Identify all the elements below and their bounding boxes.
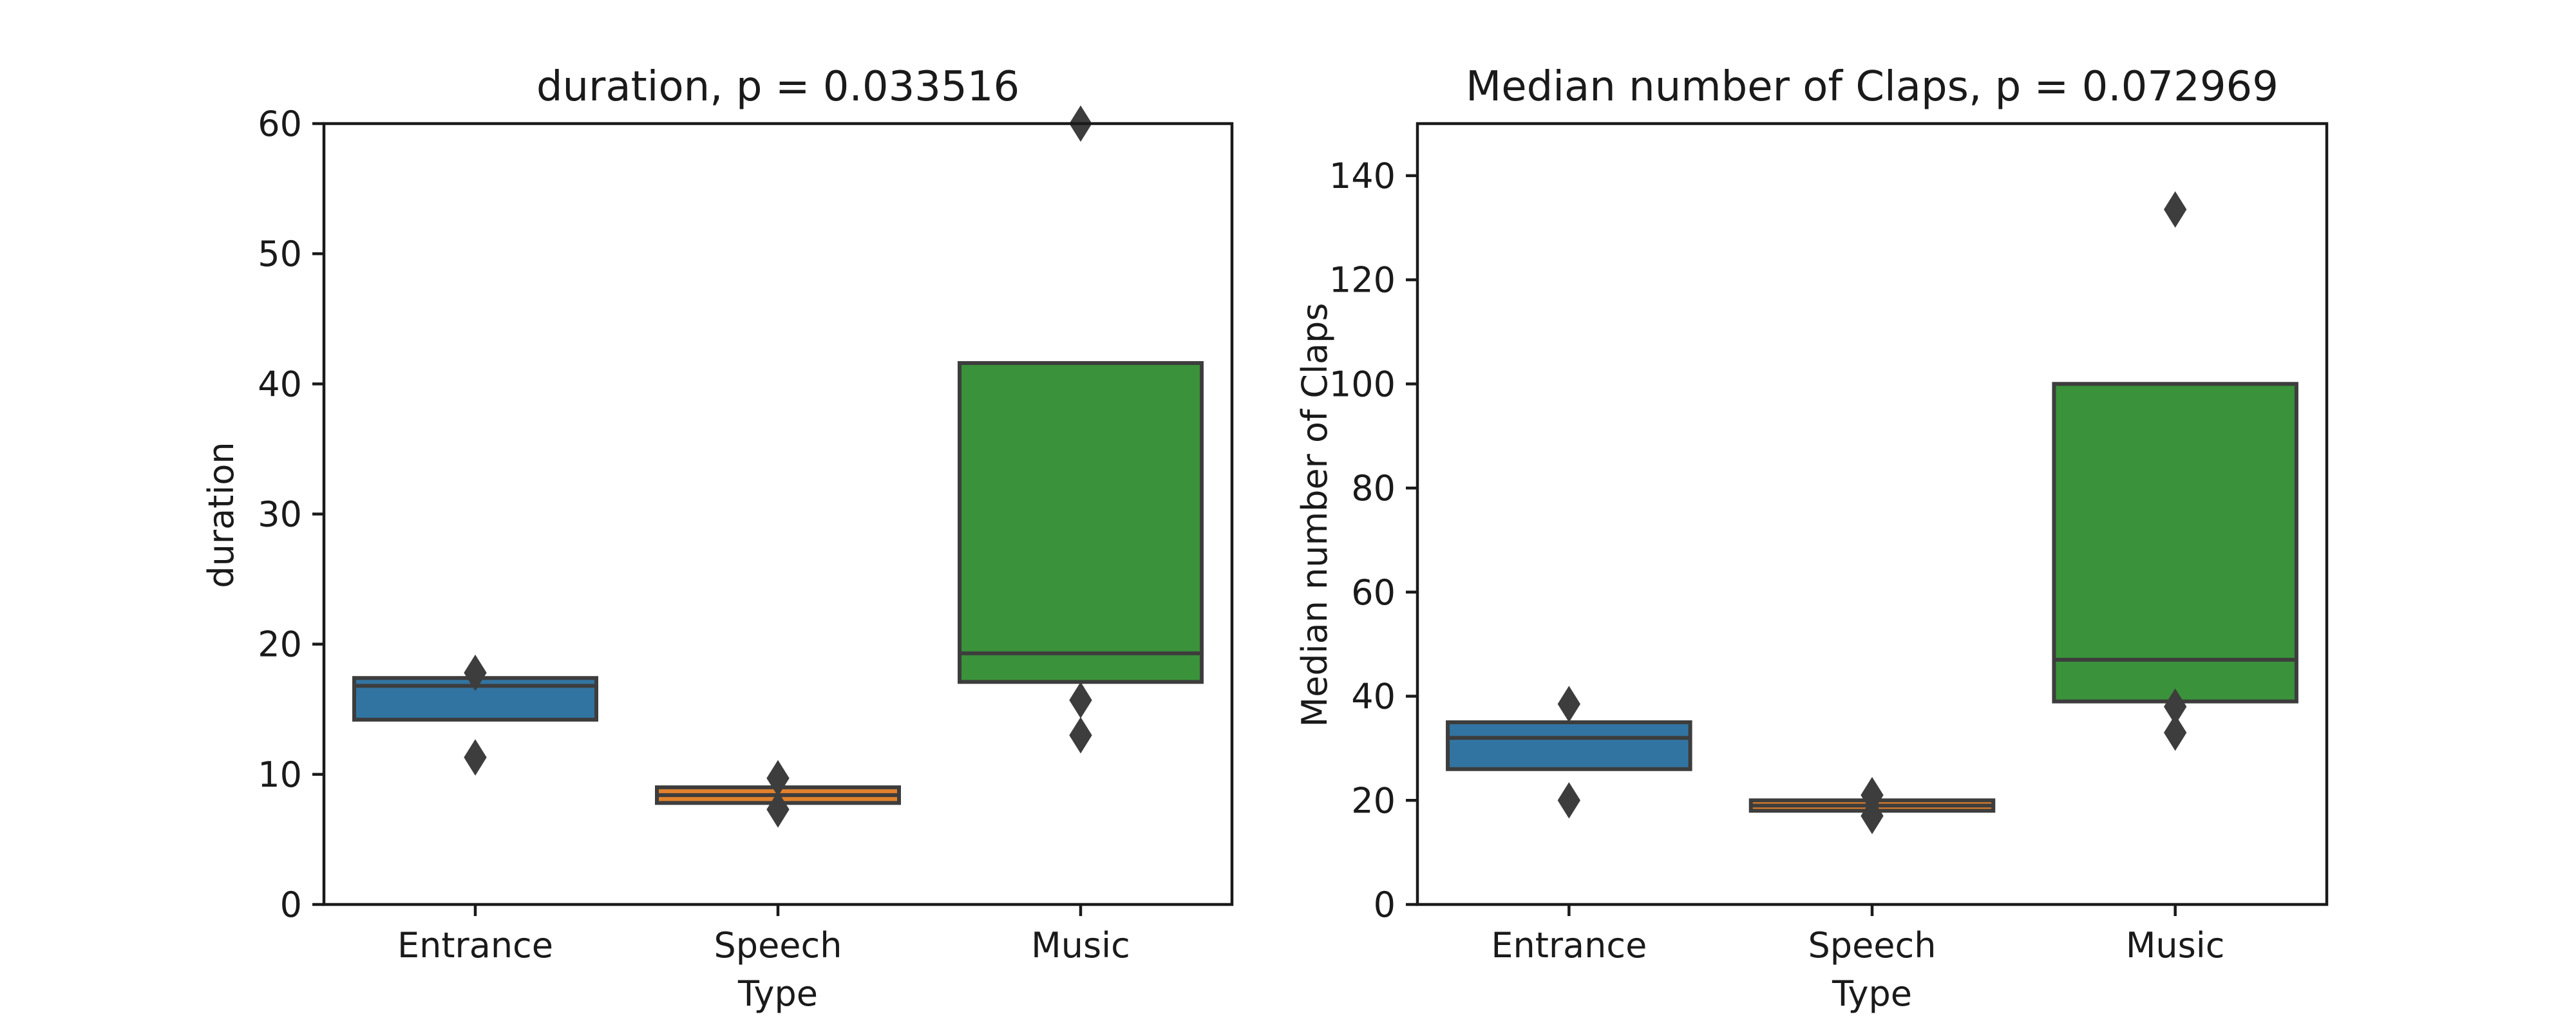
outlier-point bbox=[766, 791, 790, 828]
outlier-point bbox=[1069, 716, 1092, 754]
y-tick-label: 0 bbox=[280, 885, 302, 925]
duration-chart: duration, p = 0.033516 Type duration 0 10… bbox=[201, 63, 1234, 1014]
y-tick-label: 60 bbox=[258, 104, 302, 144]
x-tick-label: Music bbox=[2126, 925, 2225, 966]
outlier-point bbox=[464, 654, 487, 691]
y-tick-label: 80 bbox=[1351, 468, 1396, 509]
y-axis-label: duration bbox=[201, 442, 242, 588]
y-tick-label: 0 bbox=[1374, 885, 1396, 925]
x-tick-label: Speech bbox=[1808, 925, 1937, 966]
y-tick-label: 60 bbox=[1351, 572, 1396, 613]
box-entrance bbox=[1446, 720, 1692, 771]
y-tick-label: 20 bbox=[1351, 780, 1396, 821]
y-tick-label: 30 bbox=[258, 494, 302, 535]
x-tick-label: Entrance bbox=[1491, 925, 1647, 966]
x-tick-label: Entrance bbox=[397, 925, 553, 966]
y-tick-label: 40 bbox=[1351, 677, 1396, 717]
y-tick-label: 100 bbox=[1329, 364, 1396, 404]
y-tick-label: 140 bbox=[1329, 156, 1396, 196]
y-tick-label: 50 bbox=[258, 234, 302, 274]
chart-title: Median number of Claps, p = 0.072969 bbox=[1466, 63, 2278, 111]
y-tick-label: 10 bbox=[258, 754, 302, 795]
box-music bbox=[958, 360, 1204, 684]
outlier-point bbox=[1557, 782, 1581, 819]
outlier-point bbox=[1557, 686, 1581, 722]
x-axis-label: Type bbox=[737, 973, 818, 1014]
y-axis-label: Median number of Claps bbox=[1294, 303, 1335, 727]
outlier-point bbox=[464, 739, 487, 776]
x-axis-label: Type bbox=[1832, 973, 1912, 1014]
median-claps-chart: Median number of Claps, p = 0.072969 Typ… bbox=[1294, 63, 2329, 1014]
y-tick-label: 20 bbox=[258, 624, 302, 665]
outlier-point bbox=[1861, 798, 1884, 834]
box-music bbox=[2052, 382, 2298, 704]
chart-title: duration, p = 0.033516 bbox=[536, 63, 1019, 111]
x-tick-label: Speech bbox=[714, 925, 842, 966]
y-tick-label: 40 bbox=[258, 364, 302, 404]
outlier-point bbox=[2163, 191, 2187, 228]
y-tick-label: 120 bbox=[1329, 260, 1396, 301]
outlier-point bbox=[1069, 682, 1092, 718]
x-tick-label: Music bbox=[1031, 925, 1130, 966]
outlier-point bbox=[2163, 714, 2187, 751]
